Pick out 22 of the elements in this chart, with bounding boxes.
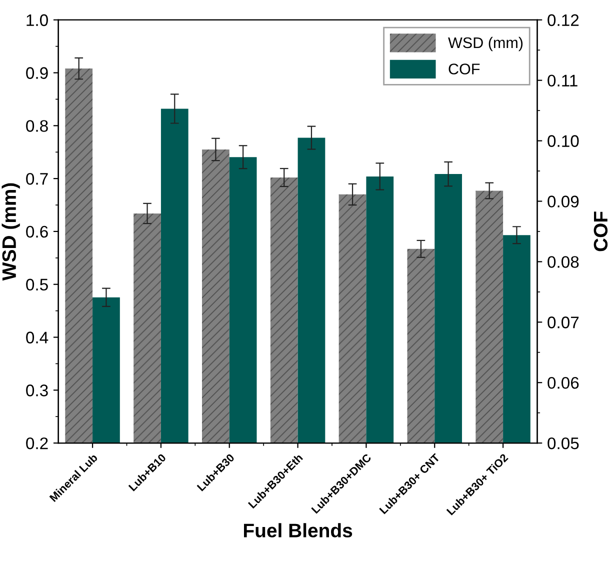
x-axis-title: Fuel Blends xyxy=(244,523,352,538)
y2-tick-label: 0.10 xyxy=(548,135,579,147)
y-tick-label: 1.0 xyxy=(26,14,48,26)
y-tick-label: 0.2 xyxy=(26,437,48,450)
y-tick-label: 0.3 xyxy=(26,384,48,396)
y-tick-label: 0.4 xyxy=(26,332,48,344)
legend-label: WSD (mm) xyxy=(448,36,523,52)
y-tick-label: 0.7 xyxy=(26,172,48,185)
legend-label: COF xyxy=(448,64,480,74)
y2-tick-label: 0.12 xyxy=(548,14,579,26)
y-tick-label: 0.8 xyxy=(26,120,48,132)
y2-tick-label: 0.11 xyxy=(548,74,578,87)
y2-axis-title: COF xyxy=(594,212,608,252)
y2-tick-label: 0.06 xyxy=(548,376,579,389)
y2-tick-label: 0.07 xyxy=(548,316,579,328)
y-axis-title: WSD (mm) xyxy=(2,183,20,281)
y2-tick-label: 0.09 xyxy=(548,196,579,208)
y-tick-label: 0.5 xyxy=(26,278,48,291)
y2-tick-label: 0.08 xyxy=(548,256,579,268)
y-tick-label: 0.9 xyxy=(26,67,48,79)
y2-tick-label: 0.05 xyxy=(548,437,579,450)
y-tick-label: 0.6 xyxy=(26,226,48,238)
